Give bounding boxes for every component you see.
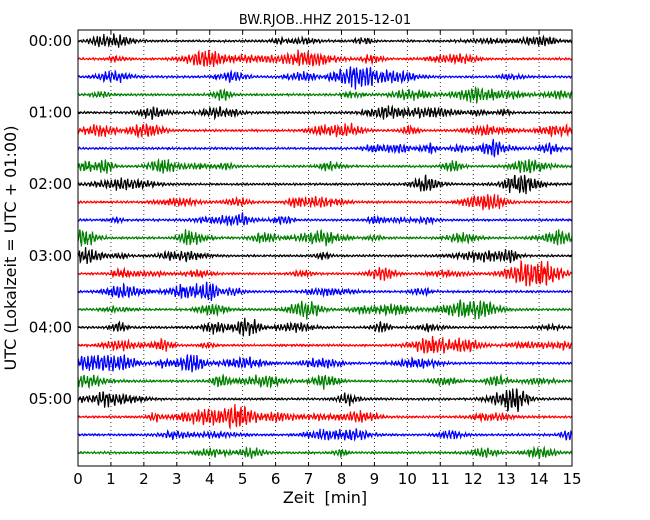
x-tick-label: 1 bbox=[106, 470, 116, 488]
seismic-trace bbox=[77, 104, 573, 121]
seismic-trace bbox=[77, 33, 573, 48]
y-tick-label: 02:00 bbox=[29, 175, 72, 193]
seismic-trace bbox=[77, 335, 573, 355]
x-tick-label: 10 bbox=[398, 470, 417, 488]
y-tick-label: 00:00 bbox=[29, 32, 72, 50]
seismic-trace bbox=[77, 212, 573, 227]
seismic-trace bbox=[77, 445, 573, 459]
seismic-trace bbox=[77, 404, 573, 430]
seismic-trace bbox=[77, 428, 573, 442]
seismic-trace bbox=[77, 354, 573, 373]
x-tick-label: 14 bbox=[530, 470, 549, 488]
x-tick-label: 5 bbox=[238, 470, 248, 488]
seismic-trace bbox=[77, 174, 573, 195]
seismic-trace bbox=[77, 157, 573, 174]
vertical-grid bbox=[110, 30, 540, 466]
chart-title: BW.RJOB..HHZ 2015-12-01 bbox=[239, 13, 411, 28]
seismic-trace bbox=[77, 85, 573, 104]
x-tick-label: 7 bbox=[304, 470, 314, 488]
x-axis-label: Zeit [min] bbox=[283, 488, 367, 507]
x-tick-label: 0 bbox=[73, 470, 83, 488]
seismic-trace bbox=[77, 49, 573, 68]
seismic-trace bbox=[77, 194, 573, 211]
x-tick-label: 4 bbox=[205, 470, 215, 488]
x-tick-label: 11 bbox=[431, 470, 450, 488]
x-tick-label: 3 bbox=[172, 470, 182, 488]
y-axis-label: UTC (Lokalzeit = UTC + 01:00) bbox=[1, 126, 20, 371]
seismic-trace bbox=[77, 317, 573, 337]
seismic-trace bbox=[77, 228, 573, 247]
x-tick-label: 8 bbox=[337, 470, 347, 488]
traces bbox=[77, 33, 573, 459]
seismic-trace bbox=[77, 259, 573, 287]
y-ticks: 00:00 01:00 02:00 03:00 04:00 05:00 bbox=[29, 32, 572, 408]
x-tick-label: 2 bbox=[139, 470, 149, 488]
x-tick-label: 12 bbox=[464, 470, 483, 488]
seismic-trace bbox=[77, 247, 573, 265]
plot-frame bbox=[77, 29, 573, 467]
x-tick-label: 13 bbox=[497, 470, 516, 488]
seismic-trace bbox=[77, 373, 573, 390]
x-ticks: 0 1 2 3 4 5 6 7 8 9 10 11 12 13 14 15 bbox=[73, 30, 582, 488]
y-tick-label: 01:00 bbox=[29, 104, 72, 122]
seismic-trace bbox=[77, 299, 573, 320]
seismic-trace bbox=[77, 138, 573, 158]
x-tick-label: 6 bbox=[271, 470, 281, 488]
x-tick-label: 9 bbox=[370, 470, 380, 488]
seismic-trace bbox=[77, 66, 573, 90]
seismic-trace bbox=[77, 281, 573, 301]
seismic-trace bbox=[77, 122, 573, 139]
y-tick-label: 05:00 bbox=[29, 390, 72, 408]
seismic-trace bbox=[77, 388, 573, 413]
y-tick-label: 03:00 bbox=[29, 247, 72, 265]
x-tick-label: 15 bbox=[562, 470, 581, 488]
y-tick-label: 04:00 bbox=[29, 318, 72, 336]
